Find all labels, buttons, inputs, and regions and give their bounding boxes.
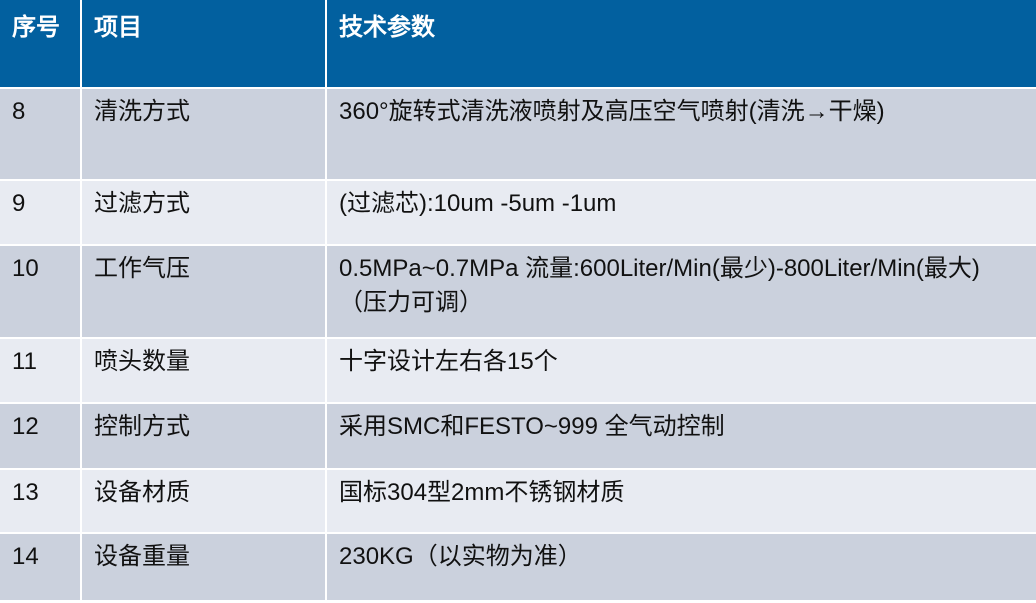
cell-no: 13 [0,470,80,532]
table-row: 9 过滤方式 (过滤芯):10um -5um -1um [0,181,1036,244]
cell-item: 工作气压 [82,246,325,337]
table-row: 8 清洗方式 360°旋转式清洗液喷射及高压空气喷射(清洗→干燥) [0,89,1036,179]
header-no: 序号 [0,0,80,87]
cell-item: 喷头数量 [82,339,325,402]
cell-no: 12 [0,404,80,468]
cell-param: 0.5MPa~0.7MPa 流量:600Liter/Min(最少)-800Lit… [327,246,1036,337]
table-row: 11 喷头数量 十字设计左右各15个 [0,339,1036,402]
cell-param: 360°旋转式清洗液喷射及高压空气喷射(清洗→干燥) [327,89,1036,179]
cell-no: 8 [0,89,80,179]
cell-param: 国标304型2mm不锈钢材质 [327,470,1036,532]
cell-item: 设备材质 [82,470,325,532]
cell-item: 过滤方式 [82,181,325,244]
cell-no: 14 [0,534,80,600]
header-params: 技术参数 [327,0,1036,87]
cell-item: 控制方式 [82,404,325,468]
table-row: 14 设备重量 230KG（以实物为准） [0,534,1036,600]
table-row: 13 设备材质 国标304型2mm不锈钢材质 [0,470,1036,532]
table-row: 12 控制方式 采用SMC和FESTO~999 全气动控制 [0,404,1036,468]
cell-param: (过滤芯):10um -5um -1um [327,181,1036,244]
cell-param: 十字设计左右各15个 [327,339,1036,402]
cell-param: 采用SMC和FESTO~999 全气动控制 [327,404,1036,468]
header-row: 序号 项目 技术参数 [0,0,1036,87]
cell-param: 230KG（以实物为准） [327,534,1036,600]
table-row: 10 工作气压 0.5MPa~0.7MPa 流量:600Liter/Min(最少… [0,246,1036,337]
header-item: 项目 [82,0,325,87]
cell-no: 10 [0,246,80,337]
cell-item: 清洗方式 [82,89,325,179]
cell-item: 设备重量 [82,534,325,600]
cell-no: 11 [0,339,80,402]
cell-no: 9 [0,181,80,244]
